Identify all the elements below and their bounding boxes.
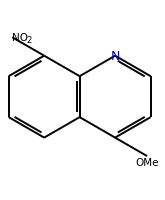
- Text: N: N: [110, 50, 120, 63]
- Text: OMe: OMe: [135, 157, 159, 167]
- Text: NO: NO: [12, 33, 28, 42]
- Text: 2: 2: [26, 36, 31, 45]
